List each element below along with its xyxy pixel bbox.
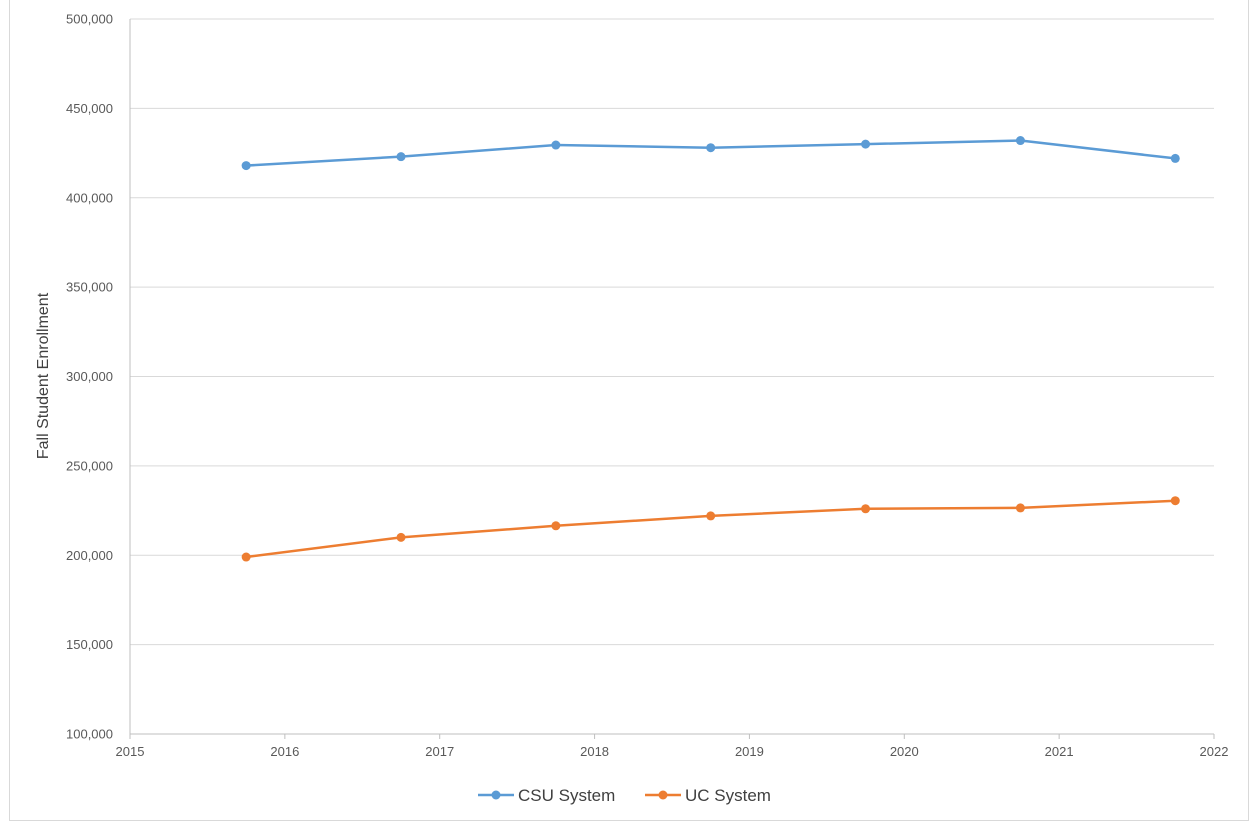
data-point	[241, 161, 251, 171]
data-point	[551, 140, 561, 150]
x-tick-label: 2020	[890, 744, 919, 759]
data-point	[706, 143, 716, 153]
legend-swatch-marker	[491, 790, 501, 800]
y-tick-label: 200,000	[66, 548, 113, 563]
data-point	[396, 532, 406, 542]
legend: CSU System UC System	[478, 786, 771, 805]
x-tick-label: 2016	[270, 744, 299, 759]
x-tick-label: 2017	[425, 744, 454, 759]
data-point	[861, 139, 871, 149]
x-tick-label: 2022	[1200, 744, 1229, 759]
x-tick-label: 2018	[580, 744, 609, 759]
y-tick-label: 350,000	[66, 280, 113, 295]
legend-label: UC System	[685, 786, 771, 805]
x-tick-labels: 2015 2016 2017 2018 2019 2020 2021 2022	[116, 744, 1229, 759]
data-point	[861, 504, 871, 514]
series-group	[241, 136, 1180, 562]
gridlines	[130, 18, 1214, 646]
y-tick-label: 500,000	[66, 12, 113, 27]
y-tick-label: 450,000	[66, 101, 113, 116]
y-tick-label: 300,000	[66, 369, 113, 384]
chart-frame	[9, 0, 1249, 821]
y-tick-label: 150,000	[66, 637, 113, 652]
y-tick-label: 400,000	[66, 190, 113, 205]
data-point	[551, 521, 561, 531]
legend-label: CSU System	[518, 786, 615, 805]
legend-swatch-marker	[658, 790, 668, 800]
x-tick-label: 2015	[116, 744, 145, 759]
data-point	[1170, 153, 1180, 163]
series-line-1	[245, 499, 1176, 559]
y-axis-title: Fall Student Enrollment	[35, 292, 52, 459]
data-point	[241, 552, 251, 562]
y-tick-labels: 100,000 150,000 200,000 250,000 300,000 350,0…	[66, 12, 113, 742]
data-point	[396, 152, 406, 162]
data-point	[706, 511, 716, 521]
data-point	[1015, 503, 1025, 513]
x-tick-label: 2019	[735, 744, 764, 759]
y-tick-label: 100,000	[66, 727, 113, 742]
y-tick-label: 250,000	[66, 458, 113, 473]
x-tick-label: 2021	[1045, 744, 1074, 759]
data-point	[1015, 136, 1025, 146]
data-point	[1170, 496, 1180, 506]
axes	[129, 19, 1215, 739]
